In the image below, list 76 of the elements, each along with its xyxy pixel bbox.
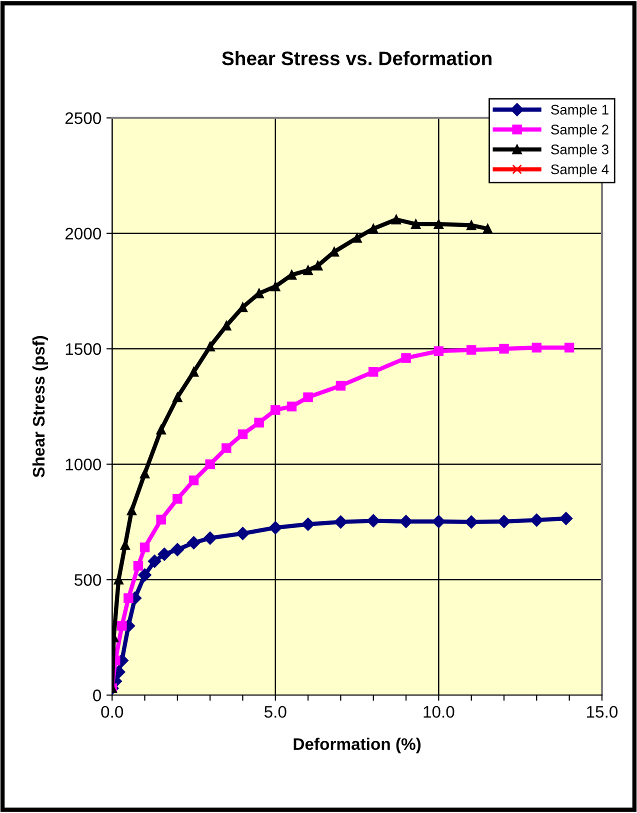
point: [286, 270, 297, 280]
point: [497, 514, 511, 528]
point: [117, 620, 127, 631]
point: [312, 260, 323, 271]
x-tick-label: 10.0: [424, 706, 454, 718]
legend-label: Sample 4: [551, 164, 609, 178]
point: [188, 476, 199, 486]
point: [268, 521, 282, 534]
point: [532, 342, 542, 352]
point: [530, 514, 544, 527]
point: [140, 468, 150, 478]
point: [203, 532, 217, 545]
point: [559, 512, 573, 526]
point: [432, 514, 446, 528]
point: [434, 219, 444, 229]
point: [368, 367, 378, 377]
y-tick-label: 1000: [66, 458, 102, 470]
point: [564, 342, 574, 352]
point: [482, 224, 493, 234]
point: [303, 392, 313, 402]
point: [336, 380, 346, 391]
point: [238, 429, 248, 440]
point: [466, 220, 476, 230]
point: [301, 518, 315, 531]
y-tick-label: 0: [93, 690, 102, 702]
point: [499, 344, 509, 354]
x-axis-title: Deformation (%): [294, 738, 421, 754]
point: [120, 540, 130, 550]
point: [138, 568, 152, 582]
y-tick-label: 2500: [65, 112, 102, 124]
point: [466, 345, 476, 355]
point: [236, 526, 250, 540]
y-tick-label: 2000: [65, 228, 102, 240]
point: [205, 459, 215, 470]
point: [434, 346, 444, 356]
point: [270, 405, 280, 415]
point: [238, 302, 248, 312]
point: [205, 342, 215, 352]
point: [401, 353, 411, 363]
point: [464, 515, 478, 529]
x-tick-label: 0.0: [101, 706, 124, 718]
point: [254, 418, 264, 428]
point: [140, 542, 150, 552]
point: [172, 494, 182, 504]
point: [222, 443, 232, 453]
point: [133, 560, 144, 571]
point: [126, 506, 137, 516]
point: [188, 367, 199, 377]
y-axis-title: Shear Stress (psf): [32, 336, 48, 478]
x-tick-label: 5.0: [264, 706, 286, 718]
point: [391, 214, 402, 224]
legend-label: Sample 3: [551, 144, 608, 158]
point: [124, 593, 134, 603]
point: [158, 548, 171, 561]
legend-label: Sample 2: [551, 124, 608, 138]
point: [399, 514, 413, 528]
point: [222, 320, 232, 331]
y-tick-label: 500: [74, 574, 102, 586]
point: [352, 233, 362, 243]
x-tick-label: 15.0: [587, 706, 618, 718]
point: [368, 224, 378, 234]
point: [303, 265, 313, 276]
point: [156, 514, 166, 524]
legend-label: Sample 1: [551, 104, 608, 118]
point: [410, 219, 421, 229]
chart-title: Shear Stress vs. Deformation: [222, 51, 492, 66]
point: [156, 424, 166, 434]
point: [148, 554, 162, 568]
point: [366, 514, 380, 528]
point: [187, 536, 200, 550]
point: [270, 282, 280, 292]
y-tick-label: 1500: [66, 343, 102, 355]
point: [286, 402, 297, 412]
point: [334, 515, 348, 529]
point: [172, 392, 182, 402]
point: [170, 543, 184, 556]
